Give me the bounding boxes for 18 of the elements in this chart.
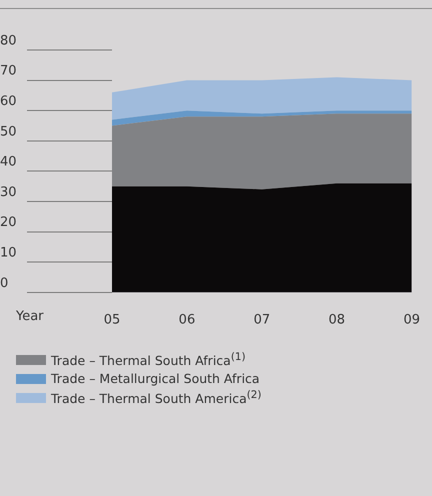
legend-label: Trade – Thermal South America$^{(2)}$ xyxy=(51,388,262,406)
y-tick-label: 40 xyxy=(0,154,17,170)
x-tick-label: 09 xyxy=(403,312,420,328)
y-tick-label: 0 xyxy=(0,276,8,291)
legend-label: Trade – Thermal South Africa$^{(1)}$ xyxy=(51,350,246,368)
y-tick-label: 30 xyxy=(0,184,17,200)
y-tick-label: 70 xyxy=(0,64,17,79)
y-tick-label: 50 xyxy=(0,124,17,140)
x-tick-label: 07 xyxy=(254,312,270,328)
x-tick-label: 06 xyxy=(178,312,196,328)
y-tick-label: 80 xyxy=(0,33,17,48)
legend-label: Trade – Metallurgical South Africa xyxy=(51,371,260,386)
x-tick-label: 05 xyxy=(104,312,120,328)
x-axis-title: Year xyxy=(15,308,44,324)
y-tick-label: 60 xyxy=(0,94,17,109)
x-tick-label: 08 xyxy=(328,312,346,328)
y-tick-label: 20 xyxy=(0,215,17,230)
y-tick-label: 10 xyxy=(0,245,17,260)
